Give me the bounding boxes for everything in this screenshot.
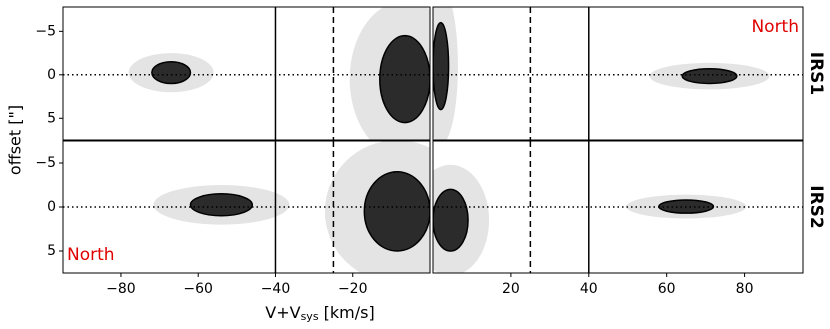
x-tick-label: 20 xyxy=(502,281,520,297)
x-label-unit: [km/s] xyxy=(319,303,375,322)
panel-frame xyxy=(62,6,431,141)
emission xyxy=(681,67,738,85)
y-tick-label: 0 xyxy=(47,199,56,215)
panel-frame xyxy=(432,6,804,141)
row-label: IRS1 xyxy=(806,52,826,96)
annotation: North xyxy=(751,17,799,37)
panel-frame xyxy=(432,140,804,274)
x-tick-label: −60 xyxy=(183,281,213,297)
x-label-sub: sys xyxy=(301,310,319,323)
x-tick-label: −80 xyxy=(106,281,136,297)
x-tick-label: 40 xyxy=(580,281,598,297)
y-tick-label: −5 xyxy=(35,155,56,171)
emission xyxy=(379,34,430,124)
emission xyxy=(433,188,469,252)
y-tick-label: 5 xyxy=(47,110,56,126)
x-tick-label: −40 xyxy=(261,281,291,297)
emission xyxy=(189,193,254,217)
y-tick-label: 5 xyxy=(47,243,56,259)
x-tick-label: −20 xyxy=(338,281,368,297)
emission xyxy=(151,61,192,85)
emission xyxy=(363,171,430,252)
x-axis-label: V+Vsys [km/s] xyxy=(265,303,374,324)
y-axis-label: offset ["] xyxy=(6,105,25,175)
y-tick-label: −5 xyxy=(35,23,56,39)
x-tick-label: 60 xyxy=(658,281,676,297)
row-label: IRS2 xyxy=(806,185,826,229)
annotation: North xyxy=(67,245,115,265)
x-tick-label: 80 xyxy=(736,281,754,297)
emission xyxy=(433,21,450,111)
y-tick-label: 0 xyxy=(47,67,56,83)
x-label-main: V+V xyxy=(265,303,300,322)
